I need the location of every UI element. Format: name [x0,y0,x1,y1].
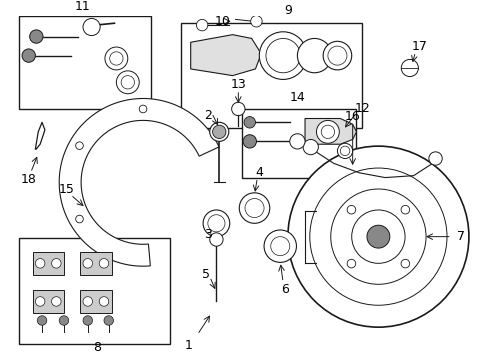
Circle shape [139,105,147,113]
Circle shape [83,258,93,268]
Circle shape [243,135,256,148]
Text: 7: 7 [457,230,465,243]
Circle shape [51,297,61,306]
Circle shape [116,71,139,94]
Bar [80,290,112,313]
Text: 14: 14 [290,91,305,104]
Circle shape [321,125,335,139]
Text: 13: 13 [230,78,246,91]
Circle shape [99,297,109,306]
Circle shape [401,259,410,268]
Circle shape [210,122,229,141]
Circle shape [288,146,469,327]
Circle shape [105,47,128,70]
Circle shape [213,125,226,139]
Circle shape [83,18,100,36]
Circle shape [251,15,262,27]
Circle shape [245,198,264,217]
Circle shape [35,258,45,268]
Circle shape [328,46,347,65]
Circle shape [208,215,225,232]
Circle shape [232,102,245,116]
Text: 5: 5 [202,268,210,281]
Polygon shape [59,99,219,266]
Circle shape [35,297,45,306]
Circle shape [75,215,83,223]
Polygon shape [191,35,261,76]
Text: 3: 3 [204,228,212,241]
Polygon shape [305,118,357,144]
Circle shape [51,258,61,268]
Circle shape [290,134,305,149]
Circle shape [352,210,405,263]
Text: 4: 4 [255,166,263,179]
Circle shape [266,39,300,73]
Circle shape [121,76,134,89]
Text: 9: 9 [284,4,292,17]
Circle shape [83,316,93,325]
Circle shape [347,259,356,268]
Circle shape [303,139,318,155]
Circle shape [210,233,223,246]
Text: 6: 6 [281,283,289,296]
Text: 8: 8 [93,341,101,354]
Circle shape [401,59,418,77]
Circle shape [264,230,296,262]
Circle shape [331,189,426,284]
Circle shape [75,142,83,149]
Bar [19,15,150,109]
Circle shape [196,19,208,31]
Text: 11: 11 [75,0,91,13]
Circle shape [37,316,47,325]
Bar [19,238,170,344]
Circle shape [259,32,307,80]
Text: 10: 10 [215,15,231,28]
Circle shape [310,168,447,305]
Text: 1: 1 [185,339,193,352]
Circle shape [22,49,35,62]
Circle shape [271,237,290,256]
Circle shape [83,297,93,306]
Circle shape [429,152,442,165]
Text: 12: 12 [354,103,370,116]
Circle shape [30,30,43,43]
Bar [80,252,112,275]
Text: 18: 18 [21,173,37,186]
Circle shape [297,39,332,73]
Circle shape [317,120,340,143]
Circle shape [110,52,123,65]
Text: 2: 2 [204,109,212,122]
Circle shape [203,210,230,237]
Circle shape [347,206,356,214]
Circle shape [104,316,114,325]
Bar [181,23,362,128]
Circle shape [323,41,352,70]
Circle shape [338,143,353,158]
Circle shape [239,193,270,223]
Circle shape [367,225,390,248]
Bar [242,109,357,177]
Circle shape [59,316,69,325]
Circle shape [99,258,109,268]
Text: 15: 15 [59,183,75,195]
Circle shape [401,206,410,214]
Bar [32,252,64,275]
Text: 16: 16 [345,110,361,123]
Circle shape [340,146,350,156]
Circle shape [244,117,255,128]
Bar [32,290,64,313]
Text: 17: 17 [412,40,427,53]
